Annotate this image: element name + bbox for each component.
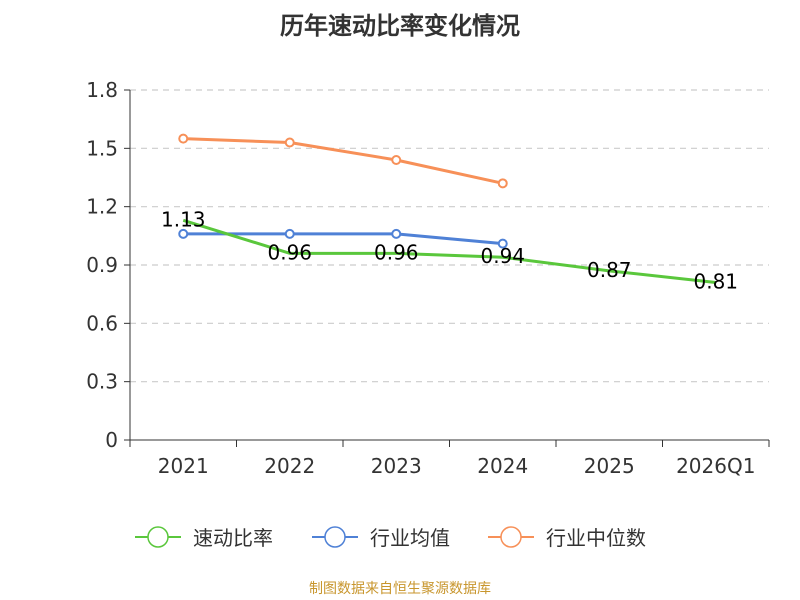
data-point-marker: [284, 137, 295, 148]
data-point-marker: [178, 133, 189, 144]
y-tick-label: 1.5: [86, 136, 118, 160]
legend: 速动比率 行业均值 行业中位数: [135, 526, 646, 550]
data-labels: 1.13 0.96 0.96 0.94 0.87 0.81: [161, 207, 738, 293]
data-point-marker: [391, 228, 402, 239]
data-label: 0.87: [587, 258, 632, 282]
grid-lines: [130, 89, 769, 383]
x-tick-label: 2026Q1: [676, 454, 755, 478]
axes: 0 0.3 0.6 0.9 1.2 1.5 1.8 2021 2022 2023 2024 2025 2…: [86, 78, 770, 478]
source-note: 制图数据来自恒生聚源数据库: [309, 581, 491, 597]
series-line-1: [182, 218, 716, 284]
data-point-marker: [178, 228, 189, 239]
x-tick-label: 2024: [477, 454, 528, 478]
series-line-3: [183, 137, 504, 185]
y-tick-label: 1.8: [86, 78, 118, 102]
data-label: 0.96: [374, 240, 419, 264]
x-tick-label: 2023: [371, 454, 422, 478]
y-tick-label: 1.2: [86, 195, 118, 219]
series-lines: [178, 133, 716, 284]
x-tick-label: 2021: [158, 454, 209, 478]
legend-marker-icon: [500, 526, 522, 548]
chart-title: 历年速动比率变化情况: [280, 12, 520, 40]
legend-label: 速动比率: [193, 526, 273, 550]
data-label: 0.96: [267, 240, 312, 264]
data-label: 0.81: [693, 270, 738, 294]
legend-marker-icon: [147, 526, 169, 548]
data-point-marker: [284, 228, 295, 239]
legend-label: 行业均值: [370, 526, 450, 550]
legend-marker-icon: [324, 526, 346, 548]
data-label: 1.13: [161, 207, 206, 231]
y-tick-label: 0: [105, 428, 118, 452]
data-point-marker: [497, 238, 508, 249]
y-tick-label: 0.6: [86, 311, 118, 335]
data-point-marker: [391, 155, 402, 165]
x-tick-label: 2022: [264, 454, 315, 478]
data-label: 0.94: [480, 244, 525, 268]
y-tick-label: 0.9: [86, 253, 118, 277]
series-line-2: [183, 232, 503, 246]
y-tick-label: 0.3: [86, 370, 118, 394]
x-tick-label: 2025: [584, 454, 635, 478]
data-point-marker: [497, 178, 508, 189]
legend-label: 行业中位数: [546, 526, 646, 550]
